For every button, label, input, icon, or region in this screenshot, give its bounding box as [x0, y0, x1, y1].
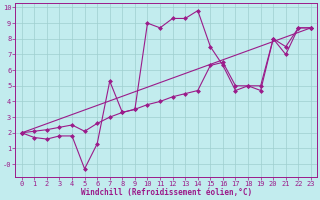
X-axis label: Windchill (Refroidissement éolien,°C): Windchill (Refroidissement éolien,°C): [81, 188, 252, 197]
